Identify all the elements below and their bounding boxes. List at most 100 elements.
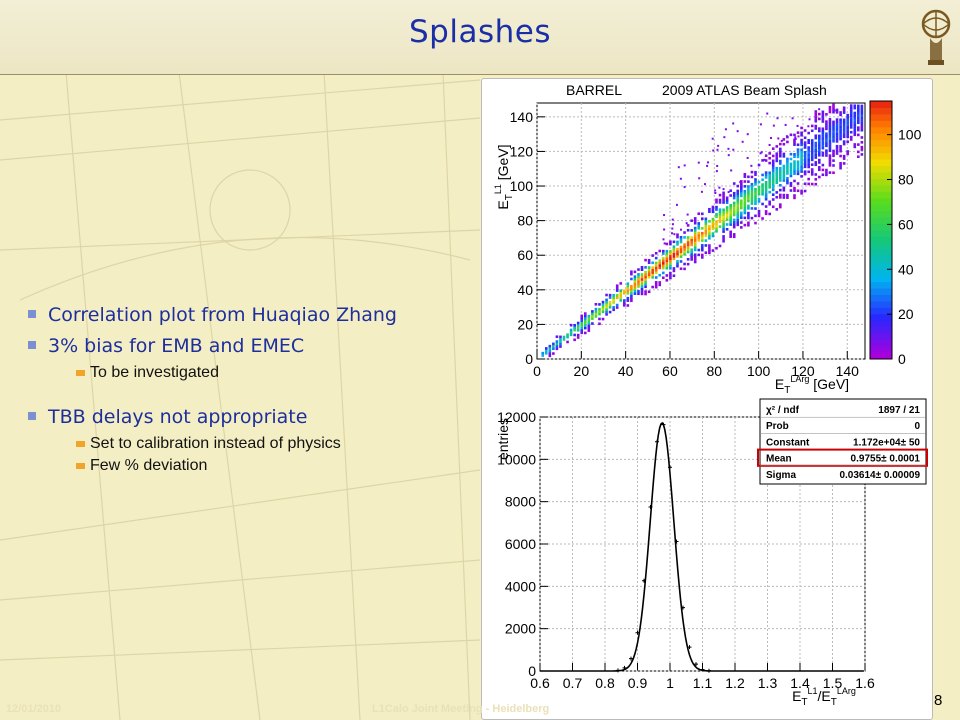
heatmap-cell — [796, 148, 800, 151]
heatmap-cell — [626, 289, 630, 293]
heatmap-cell — [722, 193, 725, 197]
heatmap-cell — [640, 282, 644, 286]
heatmap-cell — [771, 178, 775, 182]
heatmap-cell — [846, 140, 849, 144]
heatmap-cell — [807, 160, 810, 164]
colorbar-segment — [870, 113, 892, 121]
heatmap-cell — [693, 236, 697, 240]
heatmap-cell — [725, 196, 729, 200]
heatmap-cell — [793, 189, 796, 192]
heatmap-cell — [736, 184, 740, 188]
heatmap-cell — [736, 204, 740, 207]
heatmap-cell — [686, 236, 690, 239]
heatmap-cell — [754, 170, 757, 174]
heatmap-cell — [779, 179, 782, 182]
heatmap-cell — [768, 152, 771, 155]
heatmap-cell — [704, 222, 708, 225]
heatmap-cell — [679, 238, 683, 241]
heatmap-cell — [828, 134, 832, 138]
heatmap-cell — [754, 202, 757, 206]
heatmap-cell — [715, 220, 718, 223]
heatmap-cell — [857, 133, 860, 137]
heatmap-cell — [814, 153, 818, 157]
heatmap-cell — [686, 243, 690, 247]
heatmap-cell — [750, 202, 754, 205]
heatmap-cell — [839, 145, 842, 148]
heatmap-cell — [750, 175, 754, 179]
heatmap-outlier-cell — [746, 156, 749, 159]
heatmap-outlier-cell — [703, 183, 706, 186]
heatmap-cell — [849, 135, 853, 139]
heatmap-outlier-cell — [722, 188, 725, 191]
heatmap-cell — [771, 171, 775, 175]
heatmap-cell — [732, 233, 736, 236]
heatmap-cell — [860, 136, 864, 139]
heatmap-cell — [800, 148, 803, 152]
heatmap-cell — [541, 354, 545, 357]
heatmap-cell — [676, 250, 679, 253]
heatmap-cell — [672, 267, 676, 270]
heatmap-cell — [800, 153, 803, 156]
heatmap-cell — [743, 204, 747, 208]
heatmap-cell — [821, 151, 825, 155]
colorbar-segment — [870, 288, 892, 295]
heatmap-cell — [832, 139, 835, 143]
heatmap-cell — [754, 183, 757, 186]
heatmap-cell — [800, 141, 803, 144]
heatmap-cell — [768, 185, 771, 189]
heatmap-cell — [722, 191, 725, 195]
heatmap-cell — [569, 333, 573, 337]
heatmap-cell — [761, 202, 764, 206]
heatmap-cell — [800, 158, 803, 161]
heatmap-cell — [779, 205, 782, 209]
heatmap-cell — [541, 351, 545, 355]
heatmap-cell — [807, 155, 810, 159]
heatmap-cell — [622, 301, 626, 305]
heatmap-outlier-cell — [794, 137, 797, 140]
heatmap-cell — [697, 234, 701, 237]
fit-stats-value: 1897 / 21 — [878, 405, 920, 416]
heatmap-cell — [771, 147, 775, 150]
heatmap-cell — [661, 276, 665, 280]
heatmap-outlier-cell — [768, 143, 771, 146]
heatmap-cell — [686, 248, 690, 251]
heatmap-cell — [825, 154, 828, 157]
heatmap-cell — [701, 234, 704, 237]
heatmap-cell — [757, 209, 761, 213]
heatmap-cell — [740, 216, 743, 220]
colorbar-segment — [870, 346, 892, 354]
heatmap-cell — [782, 164, 786, 168]
heatmap-cell — [821, 173, 825, 177]
heatmap-title: 2009 ATLAS Beam Splash — [662, 82, 827, 98]
fit-stats-label: Mean — [766, 454, 792, 465]
heatmap-cell — [825, 168, 828, 172]
heatmap-cell — [789, 162, 793, 166]
heatmap-cell — [754, 187, 757, 191]
heatmap-cell — [633, 277, 637, 281]
heatmap-outlier-cell — [741, 140, 744, 143]
heatmap-cell — [825, 134, 828, 138]
heatmap-cell — [693, 255, 697, 259]
heatmap-cell — [810, 151, 814, 154]
heatmap-cell — [810, 153, 814, 157]
heatmap-cell — [775, 174, 779, 177]
heatmap-cell — [832, 127, 835, 131]
heatmap-cell — [832, 103, 835, 107]
heatmap-cell — [612, 301, 615, 304]
heatmap-cell — [853, 145, 857, 149]
heatmap-ytick-label: 120 — [510, 143, 534, 159]
heatmap-cell — [764, 212, 768, 216]
heatmap-cell — [818, 144, 821, 147]
heatmap-cell — [722, 235, 725, 238]
heatmap-cell — [803, 136, 807, 140]
colorbar-segment — [870, 352, 892, 360]
heatmap-cell — [842, 142, 846, 146]
heatmap-cell — [782, 155, 786, 158]
heatmap-cell — [669, 259, 672, 263]
heatmap-cell — [835, 149, 839, 153]
heatmap-cell — [761, 178, 764, 182]
heatmap-cell — [807, 158, 810, 161]
heatmap-cell — [764, 205, 768, 208]
heatmap-cell — [807, 182, 810, 186]
heatmap-region-label: BARREL — [566, 82, 622, 98]
